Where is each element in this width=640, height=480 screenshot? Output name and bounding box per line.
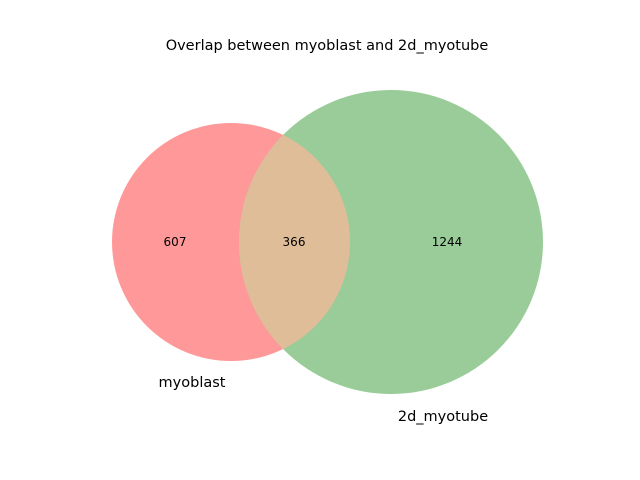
- intersection-region: [239, 123, 350, 361]
- set-label-2d-myotube: 2d_myotube: [398, 409, 488, 425]
- only-myoblast-count: 607: [164, 235, 187, 249]
- set-label-myoblast: myoblast: [159, 375, 226, 391]
- intersection-count: 366: [283, 235, 306, 249]
- chart-title: Overlap between myoblast and 2d_myotube: [166, 38, 489, 54]
- only-2d-myotube-count: 1244: [432, 235, 463, 249]
